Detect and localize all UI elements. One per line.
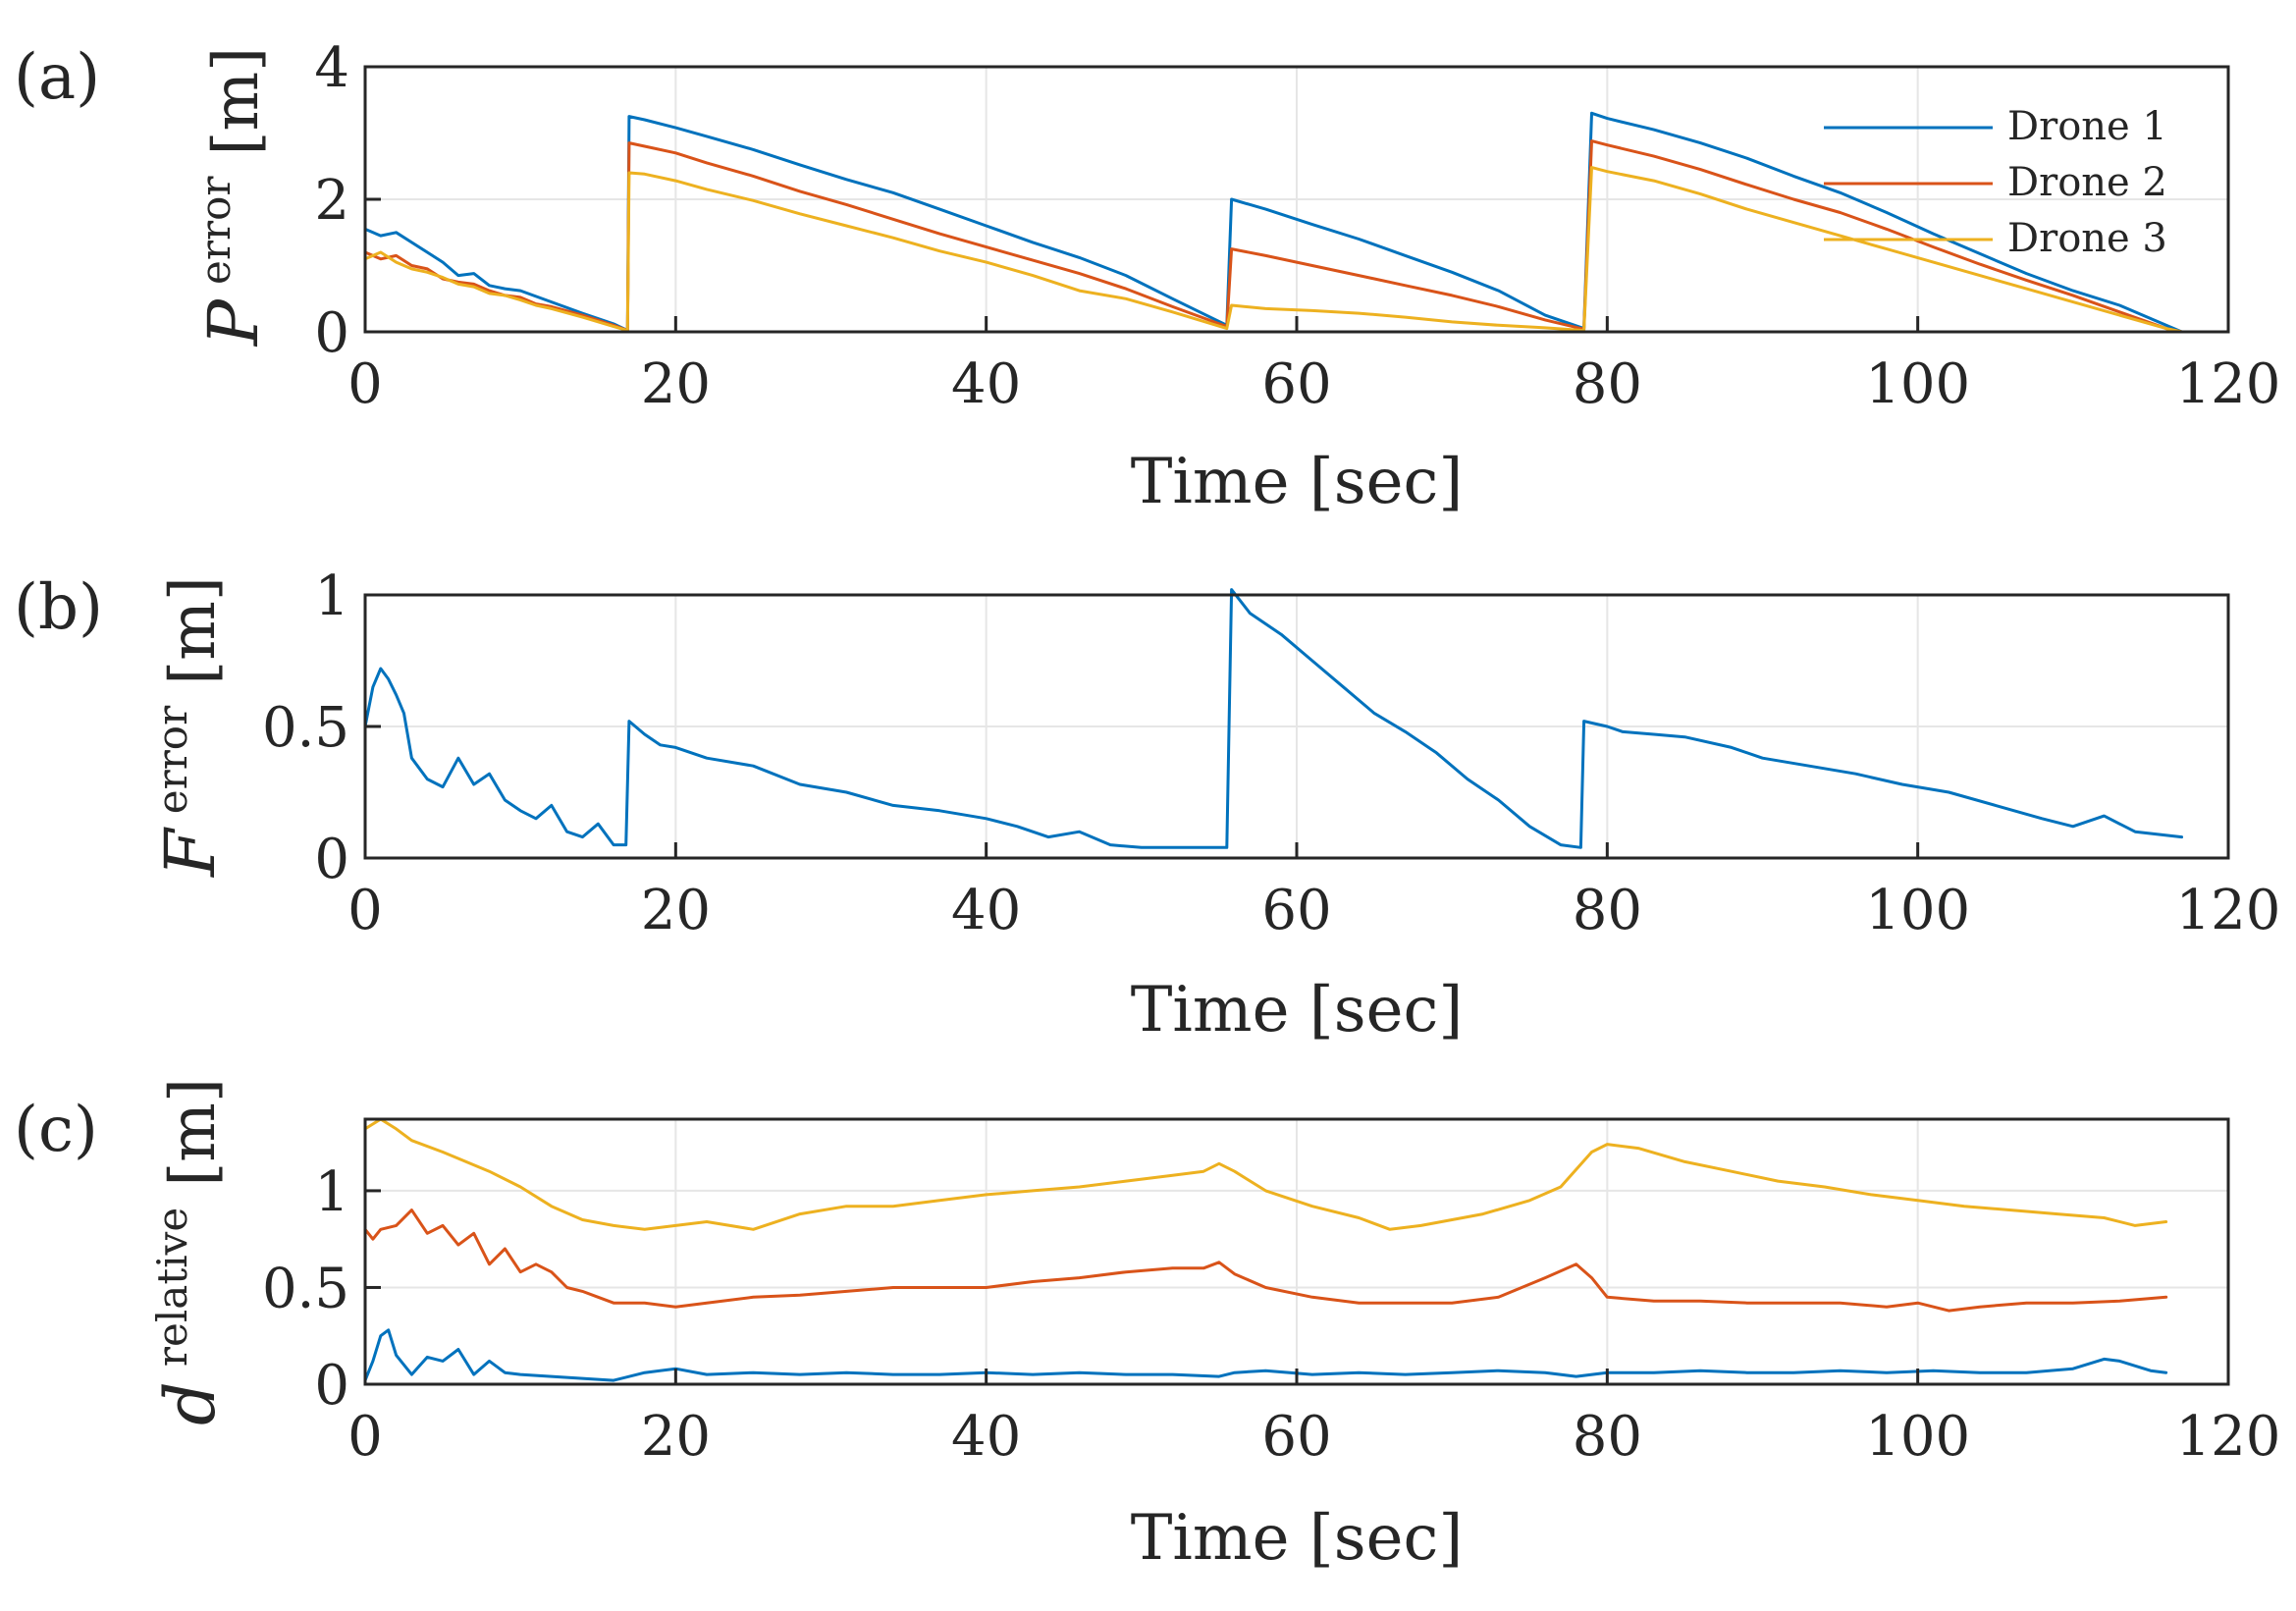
y-label-superscript-a: error: [191, 176, 240, 285]
series-lines-a: [363, 111, 2184, 334]
x-tick-label-a-1: 20: [641, 352, 711, 416]
x-ticks-c: 0 20 40 60 80 100 120: [347, 1369, 2280, 1469]
y-tick-label-a-1: 2: [314, 169, 349, 233]
series-line-c-2: [363, 1208, 2168, 1313]
svg-text:F error [m]: F error [m]: [148, 576, 231, 879]
x-tick-label-a-4: 80: [1573, 352, 1642, 416]
y-ticks-b: 00.51: [262, 564, 381, 891]
y-tick-label-b-1: 0.5: [262, 696, 349, 760]
y-tick-label-a-2: 4: [314, 36, 349, 100]
y-tick-label-b-0: 0: [314, 828, 349, 891]
x-tick-label-a-6: 120: [2176, 352, 2281, 416]
y-tick-label-b-2: 1: [314, 564, 349, 628]
x-axis-label-a: Time [sec]: [1131, 446, 1464, 518]
series-line-a-1: [363, 111, 2184, 334]
y-label-symbol-a: P: [193, 297, 274, 348]
x-tick-label-a-0: 0: [347, 352, 383, 416]
x-tick-label-b-0: 0: [347, 879, 383, 942]
y-label-superscript-c: relative: [148, 1208, 196, 1367]
x-tick-label-b-5: 100: [1865, 879, 1970, 942]
series-line-b-1: [363, 588, 2184, 849]
y-tick-label-a-0: 0: [314, 301, 349, 365]
y-label-unit-a: [m]: [200, 47, 273, 156]
y-tick-label-c-2: 1: [314, 1160, 349, 1224]
series-line-a-3: [363, 166, 2184, 334]
y-tick-label-c-0: 0: [314, 1354, 349, 1418]
y-tick-label-c-1: 0.5: [262, 1257, 349, 1320]
x-tick-label-c-0: 0: [347, 1405, 383, 1469]
x-ticks-a: 0 20 40 60 80 100 120: [347, 316, 2280, 416]
x-tick-label-c-3: 60: [1261, 1405, 1331, 1469]
y-label-superscript-b: error: [148, 705, 196, 814]
panel-label-c: (c): [14, 1094, 98, 1166]
y-ticks-c: 00.51: [262, 1160, 381, 1418]
x-axis-label-b: Time [sec]: [1131, 974, 1464, 1047]
legend-label-drone-2: Drone 2: [2007, 160, 2167, 205]
x-tick-label-a-3: 60: [1261, 352, 1331, 416]
y-axis-label-b: F error [m]: [148, 576, 231, 879]
series-line-c-1: [363, 1328, 2168, 1382]
legend-label-drone-3: Drone 3: [2007, 216, 2167, 261]
y-label-unit-c: [m]: [157, 1078, 230, 1187]
y-axis-label-c: d relative [m]: [148, 1078, 231, 1425]
x-tick-label-c-4: 80: [1573, 1405, 1642, 1469]
panel-a: 0 20 40 60 80 100 120 0 2 4 (a) Time [sec] P err…: [14, 36, 2280, 518]
x-tick-label-b-6: 120: [2176, 879, 2281, 942]
series-lines-b: [363, 588, 2184, 849]
svg-text:d relative [m]: d relative [m]: [148, 1078, 231, 1425]
x-ticks-b: 0 20 40 60 80 100 120: [347, 842, 2280, 942]
series-line-c-3: [363, 1117, 2168, 1231]
y-ticks-a: 0 2 4: [314, 36, 381, 365]
x-tick-label-c-6: 120: [2176, 1405, 2281, 1469]
panel-b: 0 20 40 60 80 100 120 00.51 (b) Time [sec] F e…: [14, 564, 2280, 1047]
panel-c: 0 20 40 60 80 100 120 00.51 (c) Time [sec] d r…: [14, 1078, 2280, 1575]
x-tick-label-c-1: 20: [641, 1405, 711, 1469]
svg-text:P error [m]: P error [m]: [191, 47, 274, 348]
legend: Drone 1 Drone 2 Drone 3: [1824, 104, 2167, 261]
y-axis-label-a: P error [m]: [191, 47, 274, 348]
y-label-symbol-c: d: [150, 1381, 231, 1425]
x-tick-label-c-5: 100: [1865, 1405, 1970, 1469]
series-lines-c: [363, 1117, 2168, 1382]
x-tick-label-a-5: 100: [1865, 352, 1970, 416]
y-label-symbol-b: F: [150, 827, 231, 879]
legend-label-drone-1: Drone 1: [2007, 104, 2167, 149]
x-tick-label-c-2: 40: [951, 1405, 1021, 1469]
x-tick-label-b-4: 80: [1573, 879, 1642, 942]
x-tick-label-b-1: 20: [641, 879, 711, 942]
x-axis-label-c: Time [sec]: [1131, 1502, 1464, 1575]
panel-label-a: (a): [14, 41, 100, 114]
y-label-unit-b: [m]: [157, 576, 230, 685]
x-tick-label-b-2: 40: [951, 879, 1021, 942]
x-tick-label-a-2: 40: [951, 352, 1021, 416]
x-tick-label-b-3: 60: [1261, 879, 1331, 942]
panel-label-b: (b): [14, 571, 103, 644]
